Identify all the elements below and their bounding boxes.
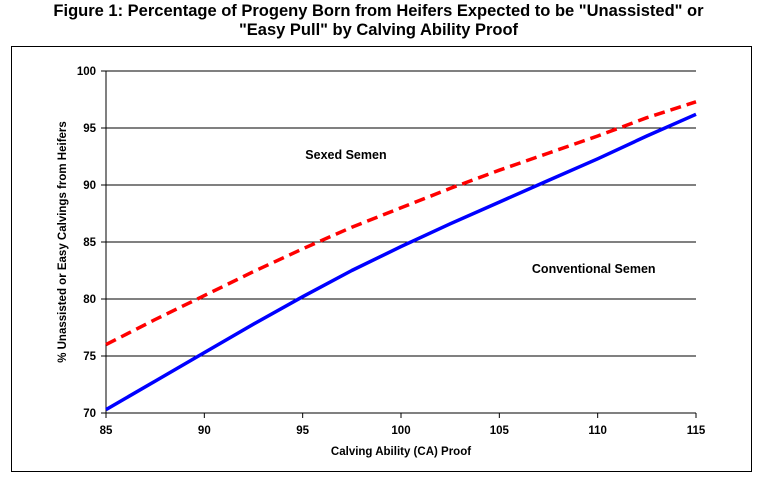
y-tick-label-80: 80 (83, 294, 96, 306)
x-tick-label-95: 95 (296, 425, 309, 437)
y-axis-label: % Unassisted or Easy Calvings from Heife… (57, 121, 69, 363)
chart-title-line2: "Easy Pull" by Calving Ability Proof (238, 21, 519, 39)
series-lines (105, 100, 697, 412)
y-tick-label-95: 95 (83, 123, 96, 135)
x-tick-label-100: 100 (391, 425, 410, 437)
axes (101, 70, 697, 418)
y-tick-label-90: 90 (83, 180, 96, 192)
gridlines (106, 70, 696, 414)
x-tick-label-115: 115 (687, 425, 706, 437)
chart-frame (11, 46, 752, 472)
chart-title-line1: Figure 1: Percentage of Progeny Born fro… (53, 2, 704, 20)
y-tick-label-100: 100 (77, 66, 96, 78)
chart-title: Figure 1: Percentage of Progeny Born fro… (0, 2, 757, 40)
x-tick-label-110: 110 (588, 425, 607, 437)
x-tick-label-85: 85 (100, 425, 113, 437)
series-label-conventional-semen: Conventional Semen (532, 262, 656, 276)
x-axis-label: Calving Ability (CA) Proof (331, 446, 471, 458)
y-tick-label-70: 70 (83, 408, 96, 420)
y-tick-labels: 70 75 80 85 90 95 100 (77, 66, 97, 420)
series-label-sexed-semen: Sexed Semen (305, 148, 386, 162)
y-tick-label-85: 85 (83, 237, 96, 249)
series-line-conventional-semen (105, 112, 697, 412)
x-tick-label-105: 105 (490, 425, 510, 437)
x-tick-labels: 85 90 95 100 105 110 115 (100, 425, 706, 437)
series-line-sexed-semen (105, 100, 697, 347)
x-tick-label-90: 90 (198, 425, 211, 437)
y-tick-label-75: 75 (83, 351, 96, 363)
